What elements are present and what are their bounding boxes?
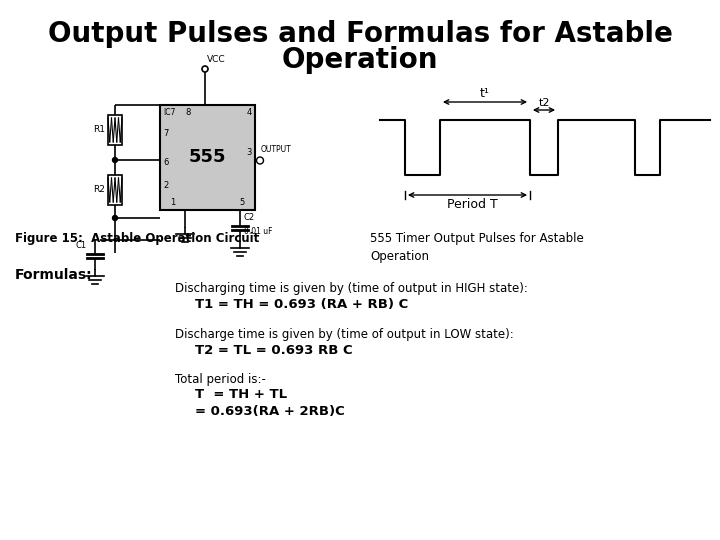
Text: C1: C1 [76,240,87,249]
Text: 4: 4 [247,108,252,117]
Circle shape [112,158,117,163]
Text: C2: C2 [244,213,255,222]
Text: Figure 15:  Astable Operation Circuit: Figure 15: Astable Operation Circuit [15,232,259,245]
Text: Discharging time is given by (time of output in HIGH state):: Discharging time is given by (time of ou… [175,282,528,295]
Text: t¹: t¹ [480,87,490,100]
Text: Formulas:: Formulas: [15,268,93,282]
Text: VCC: VCC [207,55,225,64]
Text: R1: R1 [93,125,105,134]
Text: Total period is:-: Total period is:- [175,373,266,386]
Bar [160,105,255,210]
Text: t2: t2 [539,98,550,108]
Circle shape [112,215,117,220]
Text: 555: 555 [189,148,226,166]
Text: T  = TH + TL: T = TH + TL [195,388,287,401]
Text: Period T: Period T [447,198,498,211]
Text: 5: 5 [240,198,245,207]
Text: R2: R2 [93,186,105,194]
Text: 6: 6 [163,158,168,167]
Text: 1: 1 [170,198,175,207]
Text: = 0.693(RA + 2RB)C: = 0.693(RA + 2RB)C [195,405,345,418]
Text: 3: 3 [247,148,252,157]
Text: T2 = TL = 0.693 RB C: T2 = TL = 0.693 RB C [195,344,353,357]
Text: 2: 2 [163,180,168,190]
Bar [108,175,122,205]
Text: OUTPUT: OUTPUT [261,145,292,154]
Text: 0.01 uF: 0.01 uF [244,227,272,237]
Text: 555 Timer Output Pulses for Astable
Operation: 555 Timer Output Pulses for Astable Oper… [370,232,584,263]
Text: Operation: Operation [282,46,438,74]
Text: T1 = TH = 0.693 (RA + RB) C: T1 = TH = 0.693 (RA + RB) C [195,298,408,311]
Text: IC7: IC7 [163,108,176,117]
Text: Output Pulses and Formulas for Astable: Output Pulses and Formulas for Astable [48,20,672,48]
Text: 8: 8 [185,108,191,117]
Bar [108,115,122,145]
Text: 7: 7 [163,129,168,138]
Text: Discharge time is given by (time of output in LOW state):: Discharge time is given by (time of outp… [175,328,514,341]
